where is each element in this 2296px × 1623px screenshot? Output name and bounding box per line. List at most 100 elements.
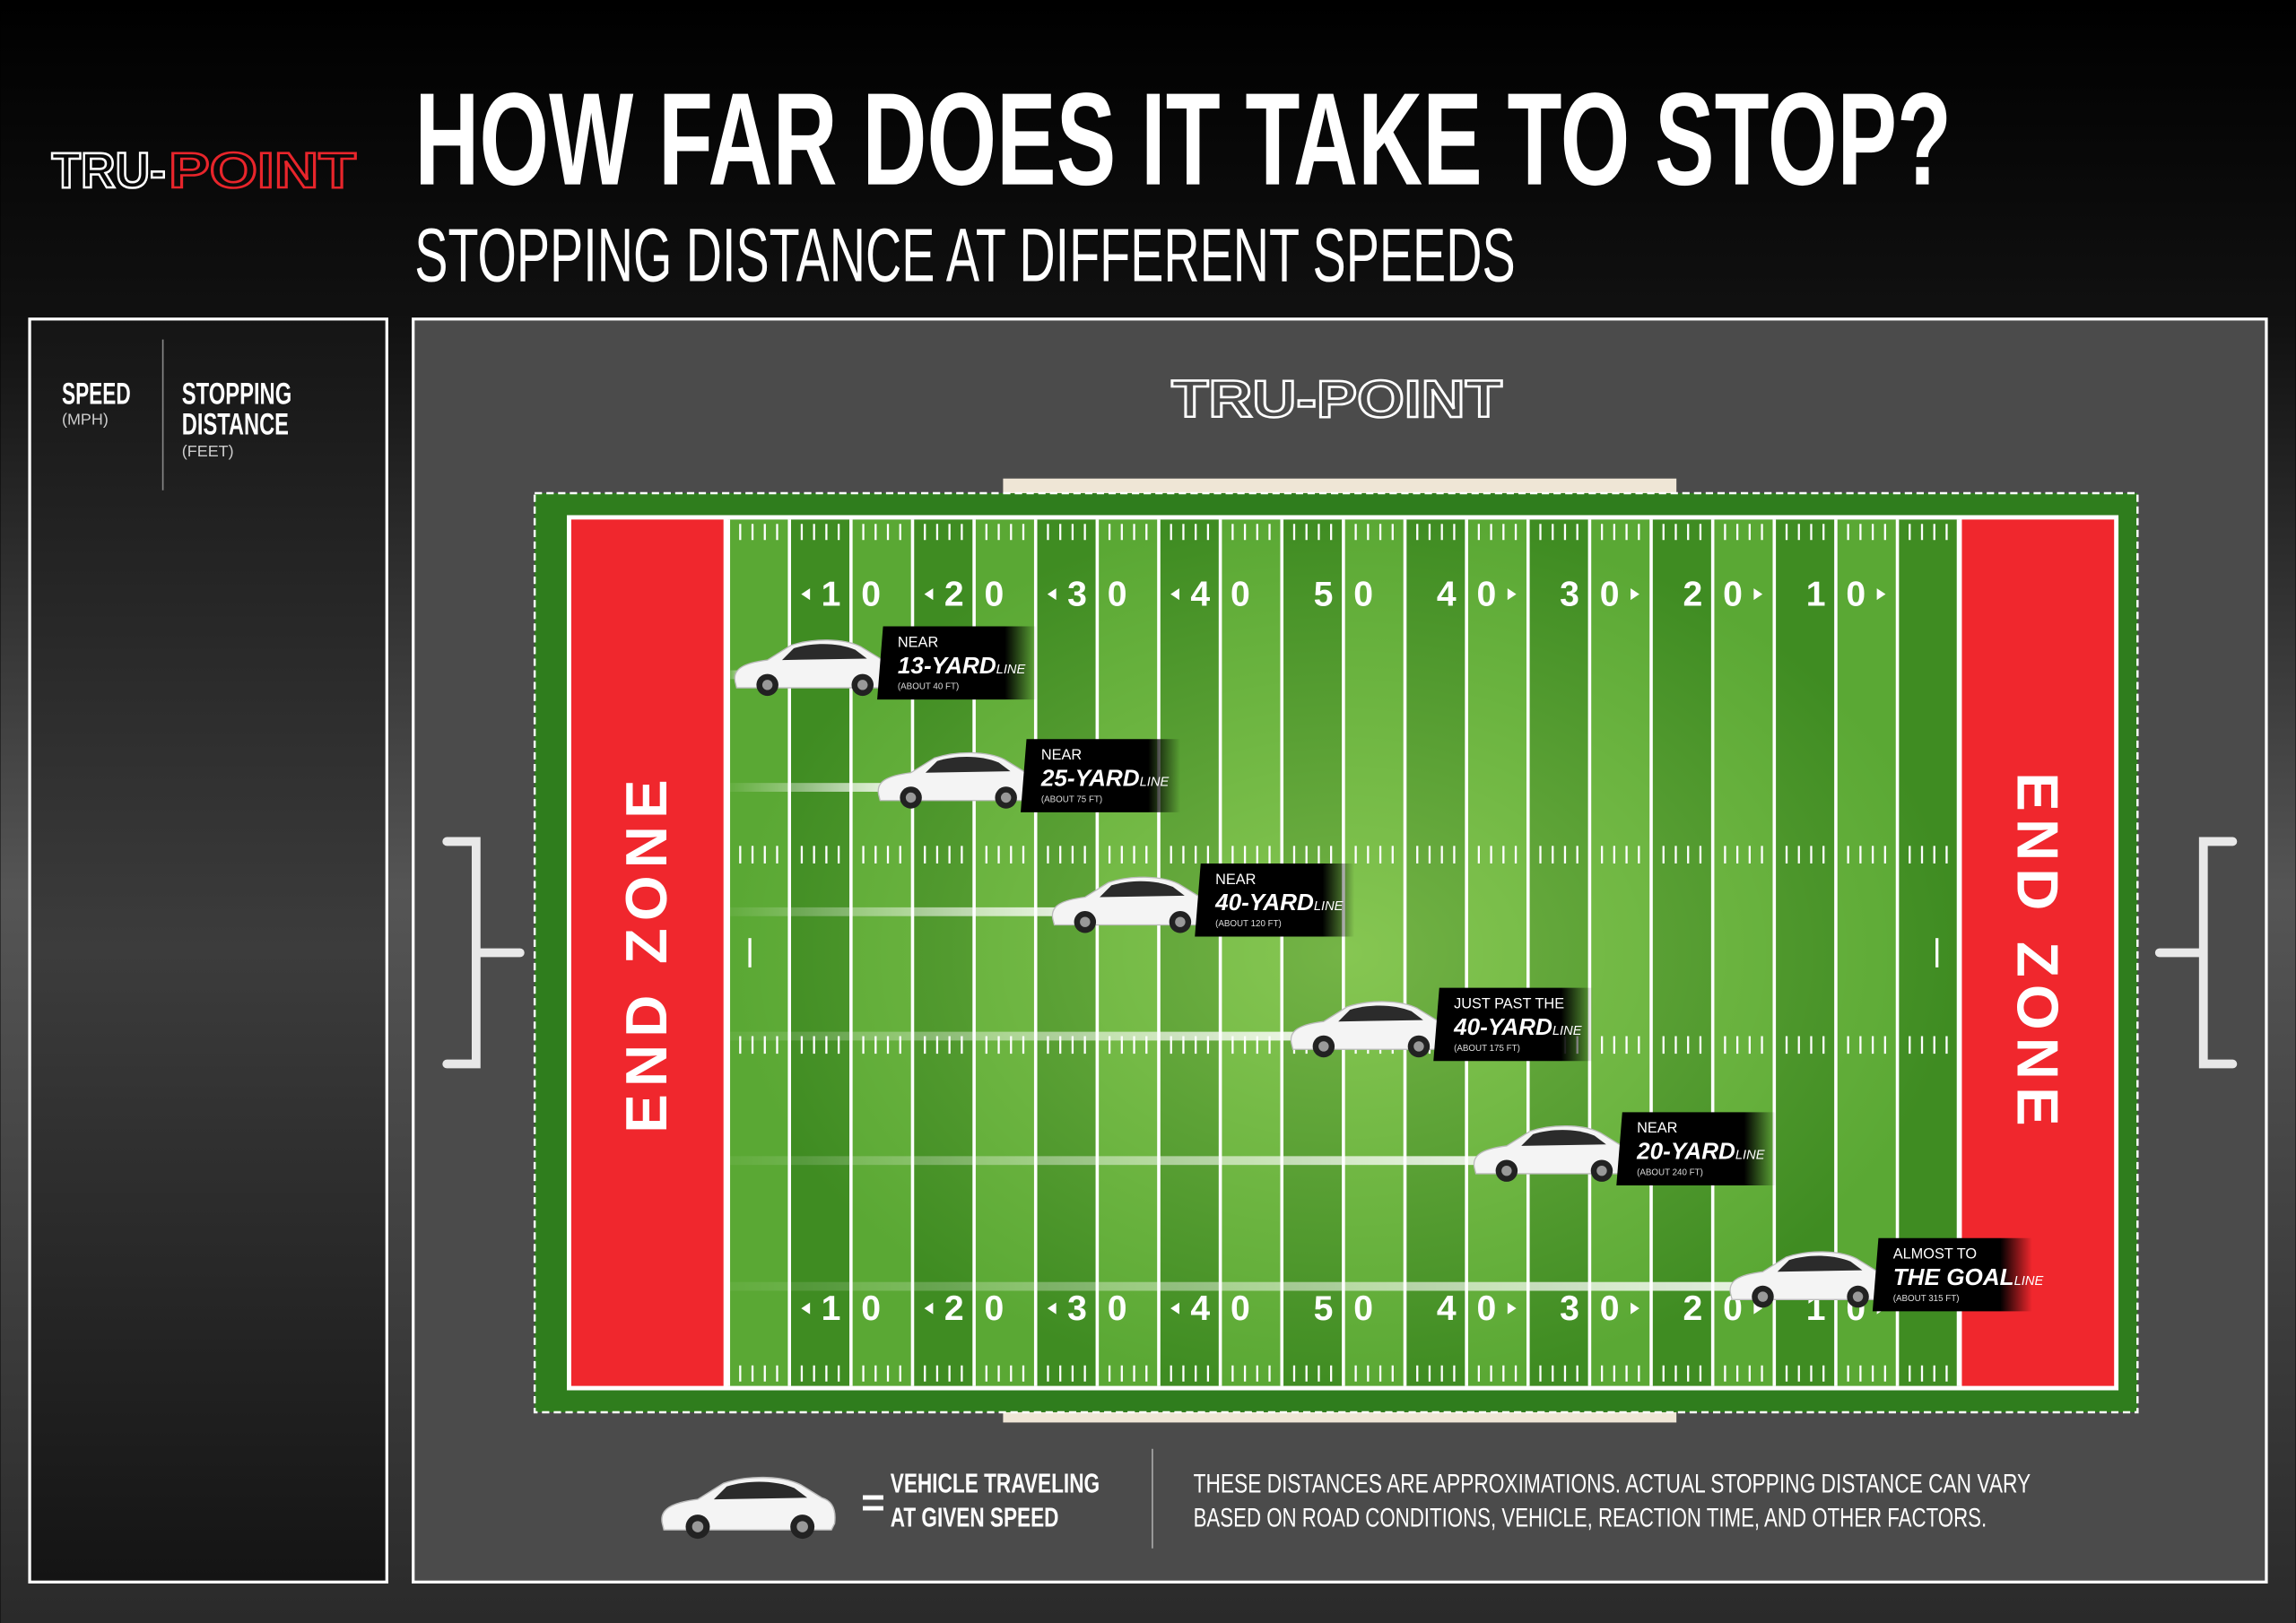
label-note: (ABOUT 240 FT) bbox=[1637, 1168, 1703, 1178]
direction-arrow bbox=[1170, 1302, 1179, 1315]
label-suffix: LINE bbox=[996, 663, 1026, 677]
car-window bbox=[1521, 1130, 1606, 1146]
end-zone-label: END ZONE bbox=[613, 772, 679, 1133]
label-mark-text: THE GOAL bbox=[1893, 1263, 2014, 1290]
column-header: STOPPING bbox=[182, 377, 291, 411]
car-hub bbox=[857, 680, 868, 690]
car bbox=[734, 639, 893, 697]
label-pre: NEAR bbox=[1041, 747, 1083, 763]
end-zone-label: END ZONE bbox=[2005, 772, 2070, 1133]
car-window bbox=[781, 644, 867, 661]
label-tag bbox=[1616, 1112, 1777, 1186]
column-unit: (FEET) bbox=[182, 442, 234, 460]
yard-number: 20 bbox=[944, 576, 1024, 614]
label-suffix: LINE bbox=[1140, 775, 1170, 789]
yard-number: 40 bbox=[1190, 1289, 1270, 1328]
direction-arrow bbox=[801, 588, 811, 601]
column-header: DISTANCE bbox=[182, 408, 289, 442]
direction-arrow bbox=[1047, 588, 1057, 601]
car-hub bbox=[1501, 1165, 1512, 1176]
direction-arrow bbox=[1631, 588, 1639, 601]
speed-trail bbox=[727, 1031, 1304, 1041]
yard-number: 20 bbox=[1683, 576, 1762, 614]
label-mark: 25-YARDLINE bbox=[1040, 764, 1170, 791]
yard-number: 30 bbox=[1067, 1289, 1147, 1328]
car-hub bbox=[796, 1521, 808, 1532]
field-logo: TRU-POINT bbox=[1171, 370, 1502, 429]
label-mark: 13-YARDLINE bbox=[898, 652, 1026, 679]
label-tag bbox=[1872, 1237, 2032, 1312]
column-unit: (MPH) bbox=[62, 410, 109, 428]
label-suffix: LINE bbox=[1735, 1149, 1765, 1163]
label-suffix: LINE bbox=[2014, 1274, 2044, 1289]
logo: TRU- POINT bbox=[50, 142, 357, 200]
end-zone bbox=[570, 519, 724, 1386]
car bbox=[877, 751, 1037, 809]
label-pre: JUST PAST THE bbox=[1454, 996, 1564, 1012]
direction-arrow bbox=[1507, 588, 1517, 601]
car bbox=[1729, 1251, 1889, 1308]
label-mark-text: 25-YARD bbox=[1040, 764, 1140, 791]
title: HOW FAR DOES IT TAKE TO STOP? bbox=[414, 66, 1952, 213]
car-window bbox=[713, 1481, 808, 1500]
yard-number: 10 bbox=[1806, 576, 1886, 614]
car-hub bbox=[1080, 916, 1091, 927]
logo-right: POINT bbox=[169, 143, 356, 198]
subtitle: STOPPING DISTANCE AT DIFFERENT SPEEDS bbox=[414, 212, 1515, 297]
label-tag bbox=[1433, 987, 1594, 1062]
disclaimer: THESE DISTANCES ARE APPROXIMATIONS. ACTU… bbox=[1194, 1470, 2031, 1499]
speed-trail bbox=[727, 783, 891, 792]
direction-arrow bbox=[1047, 1302, 1057, 1315]
direction-arrow bbox=[1507, 1302, 1517, 1315]
table: SPEED (MPH) STOPPING DISTANCE (FEET) bbox=[62, 339, 291, 490]
label-note: (ABOUT 120 FT) bbox=[1215, 919, 1282, 929]
label-mark-text: 20-YARD bbox=[1636, 1138, 1735, 1165]
disclaimer: BASED ON ROAD CONDITIONS, VEHICLE, REACT… bbox=[1194, 1503, 1987, 1532]
car-hub bbox=[1757, 1291, 1769, 1302]
label-suffix: LINE bbox=[1552, 1024, 1582, 1038]
speed-trail bbox=[727, 1156, 1487, 1166]
label-pre: ALMOST TO bbox=[1893, 1246, 1977, 1263]
car bbox=[661, 1476, 836, 1540]
yard-number: 10 bbox=[822, 1289, 901, 1328]
goalpost bbox=[442, 837, 2238, 1069]
legend-symbol: = bbox=[861, 1480, 885, 1525]
label-tag bbox=[1195, 863, 1355, 937]
label-suffix: LINE bbox=[1314, 899, 1344, 914]
label-note: (ABOUT 40 FT) bbox=[898, 682, 959, 692]
label-mark: 40-YARDLINE bbox=[1453, 1013, 1582, 1040]
car-hub bbox=[1413, 1041, 1424, 1052]
table-panel bbox=[28, 317, 388, 1584]
label-note: (ABOUT 315 FT) bbox=[1893, 1294, 1960, 1304]
label-mark-text: 40-YARD bbox=[1214, 889, 1314, 916]
car-hub bbox=[761, 680, 773, 690]
car-hub bbox=[1596, 1165, 1607, 1176]
label-mark: THE GOALLINE bbox=[1893, 1263, 2044, 1290]
direction-arrow bbox=[1753, 588, 1763, 601]
yard-number: 30 bbox=[1560, 576, 1639, 614]
yard-number: 30 bbox=[1067, 576, 1147, 614]
car-hub bbox=[691, 1521, 704, 1532]
car-window bbox=[1338, 1005, 1423, 1022]
car-window bbox=[1100, 881, 1185, 898]
yard-number: 10 bbox=[822, 576, 901, 614]
yard-number: 30 bbox=[1560, 1289, 1639, 1328]
label-mark: 40-YARDLINE bbox=[1214, 889, 1344, 916]
yard-number: 20 bbox=[944, 1289, 1024, 1328]
yard-number: 40 bbox=[1437, 576, 1517, 614]
legend: = VEHICLE TRAVELING AT GIVEN SPEED THESE… bbox=[661, 1448, 2031, 1549]
yard-number: 50 bbox=[1314, 576, 1394, 614]
label-tag bbox=[1021, 739, 1180, 812]
label-pre: NEAR bbox=[1637, 1120, 1678, 1136]
column-header: SPEED bbox=[62, 377, 131, 411]
direction-arrow bbox=[1631, 1302, 1639, 1315]
label-note: (ABOUT 175 FT) bbox=[1454, 1044, 1520, 1054]
label-mark: 20-YARDLINE bbox=[1636, 1138, 1765, 1165]
legend-text: VEHICLE TRAVELING bbox=[891, 1468, 1100, 1499]
car-hub bbox=[905, 792, 917, 803]
speed-trail bbox=[727, 907, 1065, 916]
direction-arrow bbox=[801, 1302, 811, 1315]
